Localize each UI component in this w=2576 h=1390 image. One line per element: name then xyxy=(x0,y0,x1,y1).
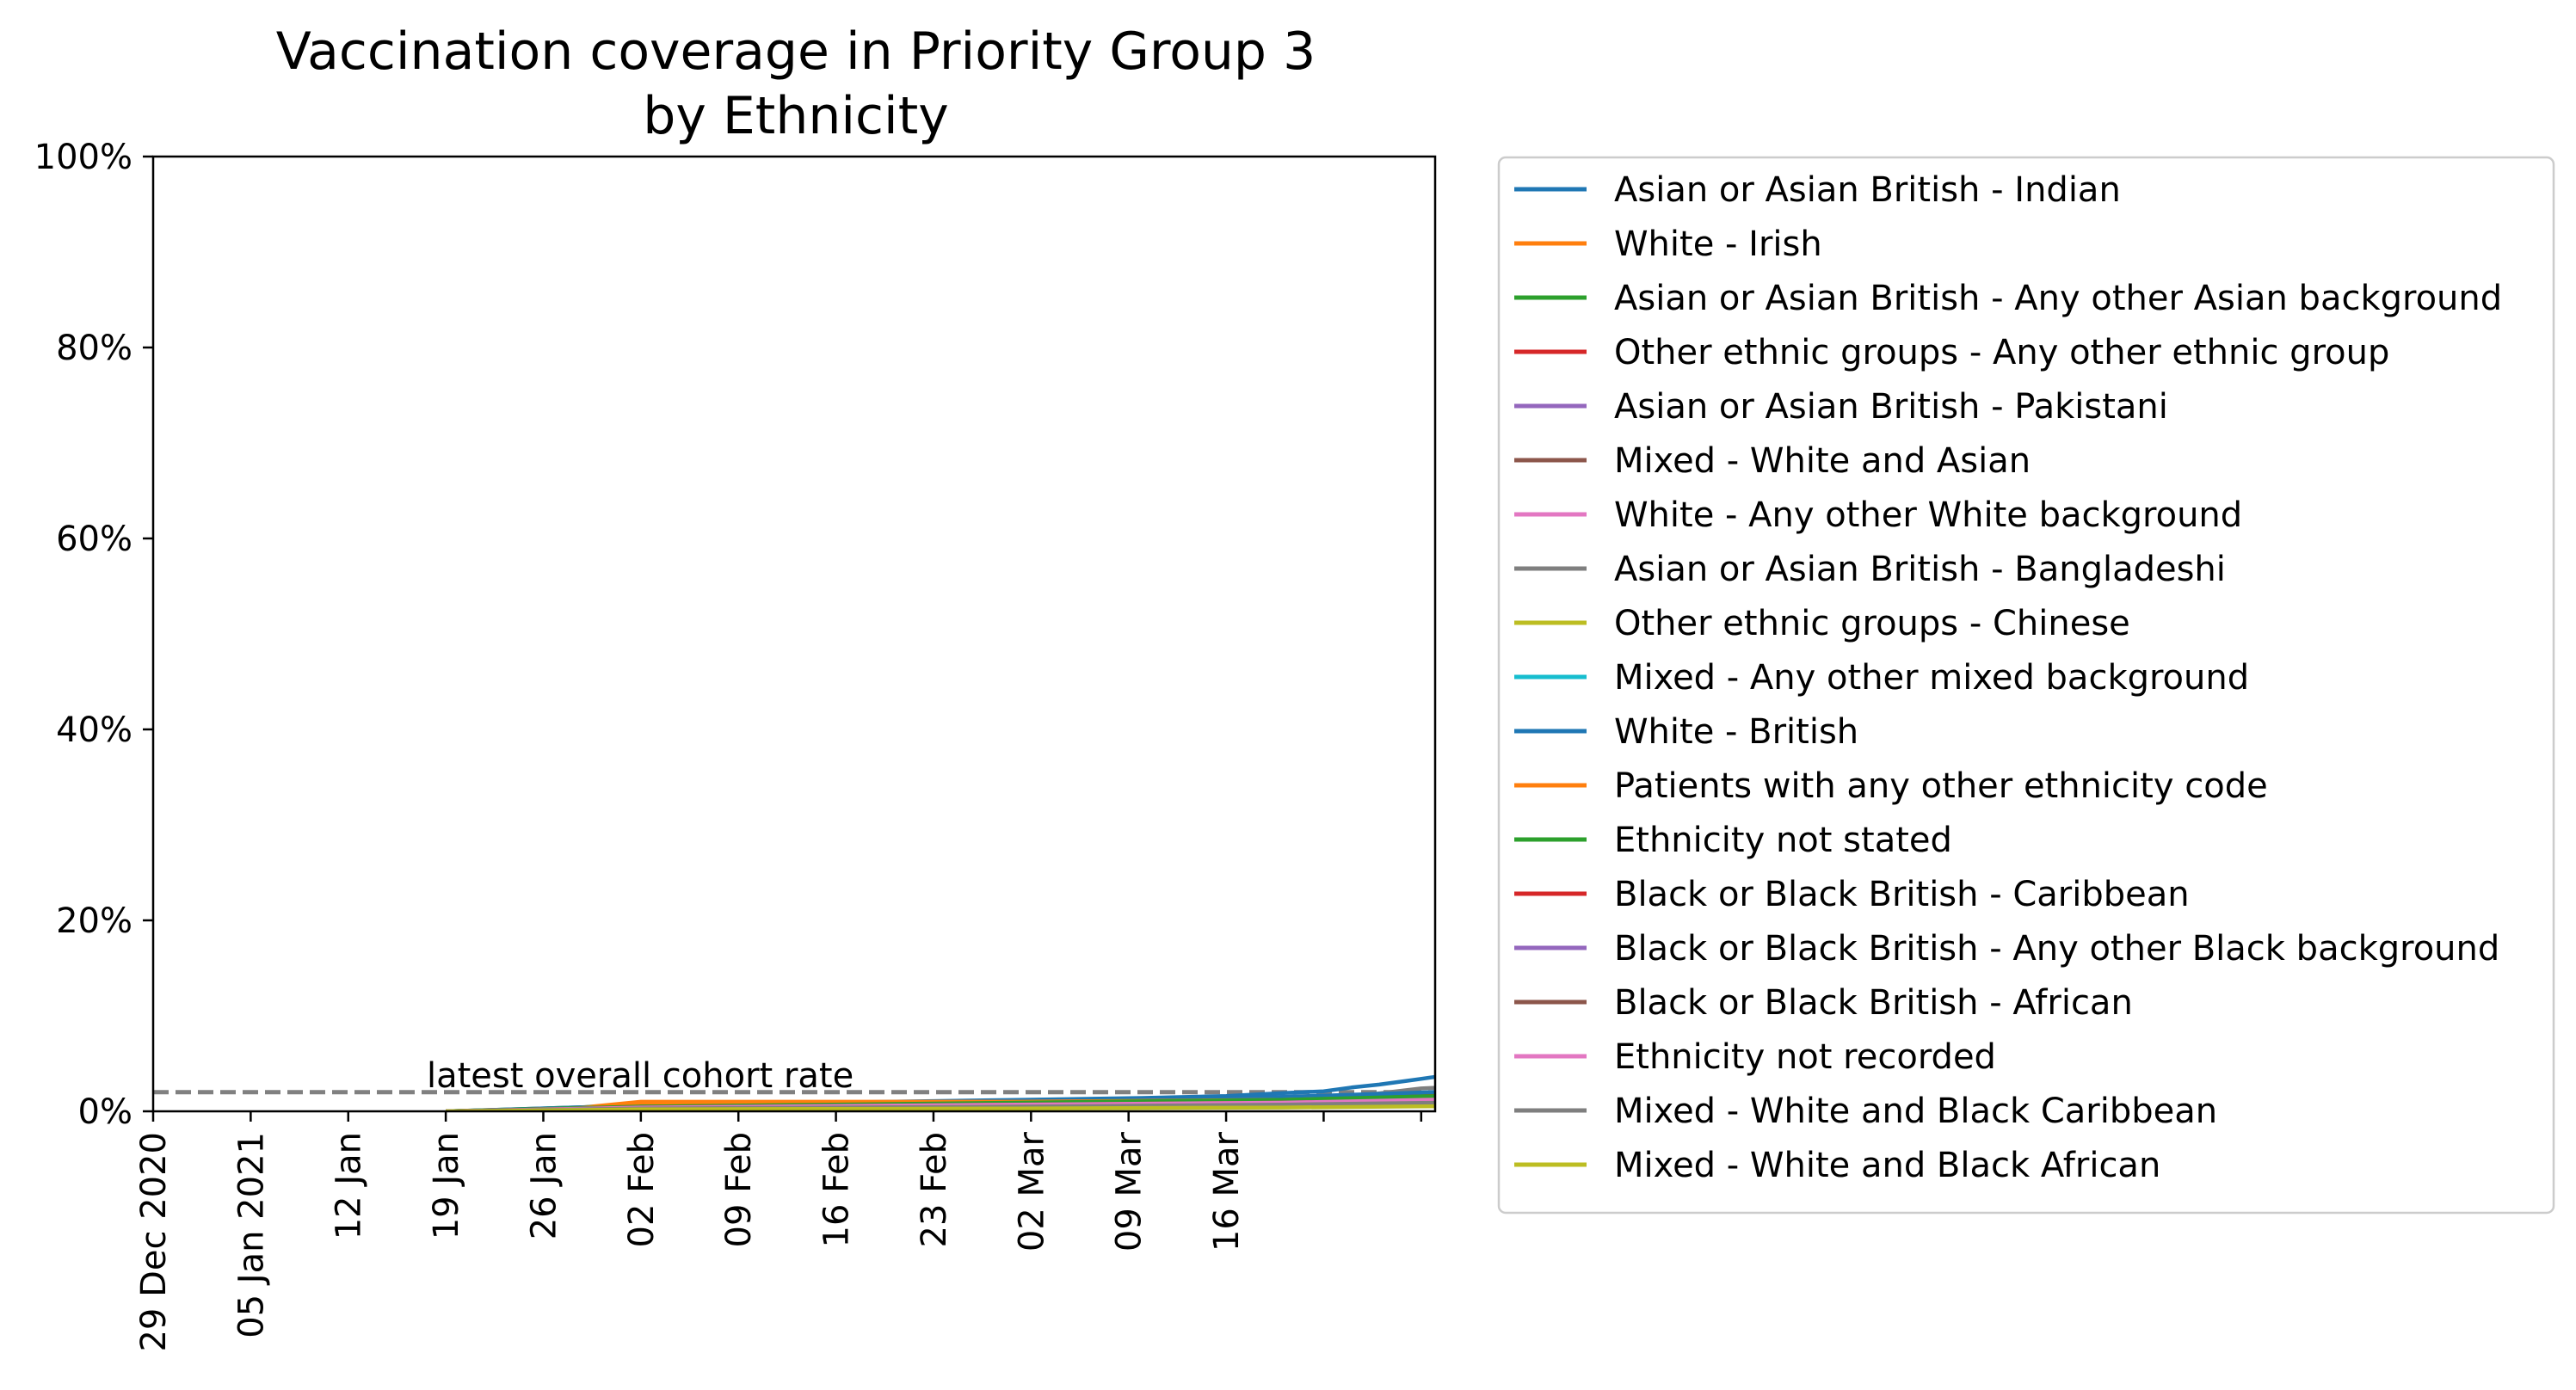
x-tick-label: 09 Feb xyxy=(719,1132,759,1247)
legend-box xyxy=(1497,156,2555,1215)
x-tick-label: 02 Feb xyxy=(622,1132,662,1247)
x-tick-label: 12 Jan xyxy=(330,1132,369,1239)
legend-entry-label: Mixed - Any other mixed background xyxy=(1614,658,2249,698)
legend: Asian or Asian British - Indian White - I… xyxy=(1497,156,2555,1215)
x-tick-label: 16 Feb xyxy=(817,1132,857,1247)
series-layer xyxy=(446,1074,1435,1111)
chart-title-line1: Vaccination coverage in Priority Group 3 xyxy=(276,22,1316,82)
x-tick-label: 16 Mar xyxy=(1207,1131,1247,1252)
legend-entry-label: Mixed - White and Asian xyxy=(1614,441,2031,481)
annotation-layer: latest overall cohort rate xyxy=(427,1056,854,1096)
legend-entry-label: Ethnicity not recorded xyxy=(1614,1037,1996,1077)
x-tick-label: 26 Jan xyxy=(524,1132,564,1239)
legend-entry-label: Black or Black British - African xyxy=(1614,983,2133,1023)
y-tick-label: 40% xyxy=(56,710,132,750)
series-line-19 xyxy=(446,1104,1435,1111)
legend-entry-label: Mixed - White and Black African xyxy=(1614,1146,2160,1185)
plot-frame xyxy=(151,155,1437,1113)
legend-entry-label: Black or Black British - Caribbean xyxy=(1614,875,2190,914)
legend-entry-label: Ethnicity not stated xyxy=(1614,821,1952,860)
legend-entry-label: White - Irish xyxy=(1614,224,1822,264)
y-tick-label: 60% xyxy=(56,520,132,559)
legend-entry-label: Patients with any other ethnicity code xyxy=(1614,766,2268,806)
legend-entry-label: Asian or Asian British - Any other Asian… xyxy=(1614,279,2502,318)
legend-entry-label: Mixed - White and Black Caribbean xyxy=(1614,1092,2217,1131)
axes-layer: 0% 20% 40% 60% 80% 100% 29 Dec 2020 05 Jan 2021… xyxy=(34,138,1437,1352)
x-tick-label: 05 Jan 2021 xyxy=(231,1132,271,1338)
legend-entry-label: Asian or Asian British - Indian xyxy=(1614,170,2121,210)
legend-entry-label: Black or Black British - Any other Black… xyxy=(1614,929,2499,969)
legend-entry-label: White - Any other White background xyxy=(1614,495,2242,535)
legend-entry-label: White - British xyxy=(1614,712,1858,752)
x-tick-label: 19 Jan xyxy=(427,1132,466,1239)
legend-entry-label: Other ethnic groups - Chinese xyxy=(1614,604,2130,643)
legend-entry-label: Asian or Asian British - Bangladeshi xyxy=(1614,550,2226,589)
y-tick-label: 80% xyxy=(56,329,132,368)
reference-line-label: latest overall cohort rate xyxy=(427,1056,854,1096)
y-tick-label: 20% xyxy=(56,901,132,941)
legend-entry-label: Asian or Asian British - Pakistani xyxy=(1614,387,2168,427)
legend-entry-label: Other ethnic groups - Any other ethnic g… xyxy=(1614,333,2389,372)
x-tick-label: 02 Mar xyxy=(1012,1131,1051,1252)
y-tick-label: 100% xyxy=(34,138,132,177)
y-tick-label: 0% xyxy=(78,1092,132,1132)
chart-title-line2: by Ethnicity xyxy=(643,86,949,146)
x-tick-label: 29 Dec 2020 xyxy=(134,1132,174,1352)
x-tick-label: 23 Feb xyxy=(915,1132,954,1247)
x-tick-label: 09 Mar xyxy=(1110,1131,1149,1252)
